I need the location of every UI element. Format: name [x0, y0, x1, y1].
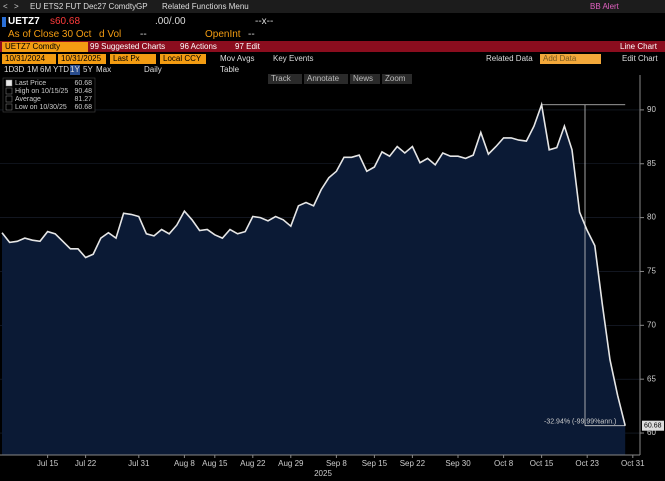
- x-tick-label: Jul 22: [75, 459, 97, 468]
- bid-ask: .00/.00: [155, 16, 186, 27]
- key-events[interactable]: Key Events: [273, 54, 314, 63]
- legend-value: 90.48: [74, 88, 92, 95]
- start-date[interactable]: 10/31/2024: [2, 54, 56, 64]
- period[interactable]: 3D: [14, 65, 25, 74]
- legend-box: [2, 77, 96, 113]
- as-of: As of Close 30 Oct: [8, 29, 92, 40]
- tool[interactable]: Annotate: [304, 74, 348, 84]
- period[interactable]: 5Y: [83, 65, 93, 74]
- annotation: -32.94% (-99.99%ann.): [544, 419, 616, 426]
- year-label: 2025: [314, 469, 332, 478]
- legend-value: 60.68: [74, 104, 92, 111]
- related-data[interactable]: Related Data: [486, 54, 533, 63]
- x-tick-label: Oct 8: [494, 459, 514, 468]
- x-tick-label: Jul 31: [128, 459, 150, 468]
- frequency[interactable]: Daily: [144, 65, 162, 74]
- function[interactable]: GP: [136, 2, 148, 11]
- change: --x--: [255, 16, 274, 27]
- field[interactable]: Last Px: [110, 54, 156, 64]
- legend-label: Low on 10/30/25: [15, 104, 67, 111]
- chart-type[interactable]: Line Chart: [620, 42, 657, 51]
- currency[interactable]: Local CCY: [160, 54, 206, 64]
- legend-swatch: [5, 95, 13, 103]
- x-tick-label: Oct 23: [575, 459, 599, 468]
- x-tick-label: Sep 8: [326, 459, 347, 468]
- y-tick-label: 80: [647, 213, 656, 222]
- menu[interactable]: Related Functions Menu: [162, 2, 249, 11]
- y-tick-label: 85: [647, 159, 656, 168]
- table[interactable]: Table: [220, 65, 240, 74]
- period[interactable]: 6M: [40, 65, 52, 74]
- last-price-tag: [642, 420, 664, 431]
- period[interactable]: Max: [96, 65, 112, 74]
- x-tick-label: Oct 31: [621, 459, 645, 468]
- area: [2, 104, 626, 455]
- vol: --: [140, 29, 147, 40]
- top-bar: [0, 0, 665, 13]
- x-tick-label: Sep 30: [445, 459, 471, 468]
- menu-item[interactable]: 96 Actions: [180, 42, 217, 51]
- legend-swatch: [5, 103, 13, 111]
- x-tick-label: Oct 15: [530, 459, 554, 468]
- x-tick-label: Jul 15: [37, 459, 59, 468]
- legend-value: 81.27: [74, 96, 92, 103]
- y-tick-label: 65: [647, 374, 656, 383]
- period[interactable]: 1Y: [70, 65, 80, 75]
- legend-label: Last Price: [15, 80, 46, 87]
- marker: [2, 17, 6, 27]
- tool[interactable]: News: [350, 74, 380, 84]
- legend-label: Average: [15, 96, 41, 103]
- y-tick-label: 60: [647, 428, 656, 437]
- y-tick-label: 90: [647, 105, 656, 114]
- menu-item[interactable]: 99 Suggested Charts: [90, 42, 166, 51]
- legend-swatch: [5, 87, 13, 95]
- y-tick-label: 70: [647, 320, 656, 329]
- menu-bar: [0, 41, 665, 52]
- add-data[interactable]: Add Data: [540, 54, 601, 64]
- x-tick-label: Aug 22: [240, 459, 266, 468]
- price-line: [1, 101, 626, 426]
- x-tick-label: Aug 8: [174, 459, 195, 468]
- price: s60.68: [50, 16, 81, 27]
- alert[interactable]: BB Alert: [590, 2, 619, 11]
- openint: --: [248, 29, 255, 40]
- ticker: UETZ7: [8, 16, 40, 27]
- last-price-tag-label: 60.68: [644, 423, 662, 430]
- menu-item[interactable]: 97 Edit: [235, 42, 260, 51]
- back[interactable]: <: [3, 2, 8, 11]
- security-box[interactable]: UETZ7 Comdty: [2, 42, 88, 52]
- legend-swatch: [5, 79, 13, 87]
- legend-value: 60.68: [74, 80, 92, 87]
- x-tick-label: Aug 15: [202, 459, 228, 468]
- x-tick-label: Sep 15: [362, 459, 388, 468]
- openint-label: OpenInt: [205, 29, 241, 40]
- mov-avgs[interactable]: Mov Avgs: [220, 54, 255, 63]
- period[interactable]: 1D: [4, 65, 15, 74]
- security[interactable]: EU ETS2 FUT Dec27 Comdty: [30, 2, 137, 11]
- forward[interactable]: >: [14, 2, 19, 11]
- y-tick-label: 75: [647, 267, 656, 276]
- edit-chart[interactable]: Edit Chart: [622, 54, 658, 63]
- tool[interactable]: Zoom: [382, 74, 412, 84]
- period[interactable]: YTD: [53, 65, 69, 74]
- legend-label: High on 10/15/25: [15, 88, 68, 95]
- tool[interactable]: Track: [268, 74, 302, 84]
- vol-label: d Vol: [99, 29, 122, 40]
- x-tick-label: Aug 29: [278, 459, 304, 468]
- period[interactable]: 1M: [27, 65, 39, 74]
- x-tick-label: Sep 22: [400, 459, 426, 468]
- end-date[interactable]: 10/31/2025: [58, 54, 106, 64]
